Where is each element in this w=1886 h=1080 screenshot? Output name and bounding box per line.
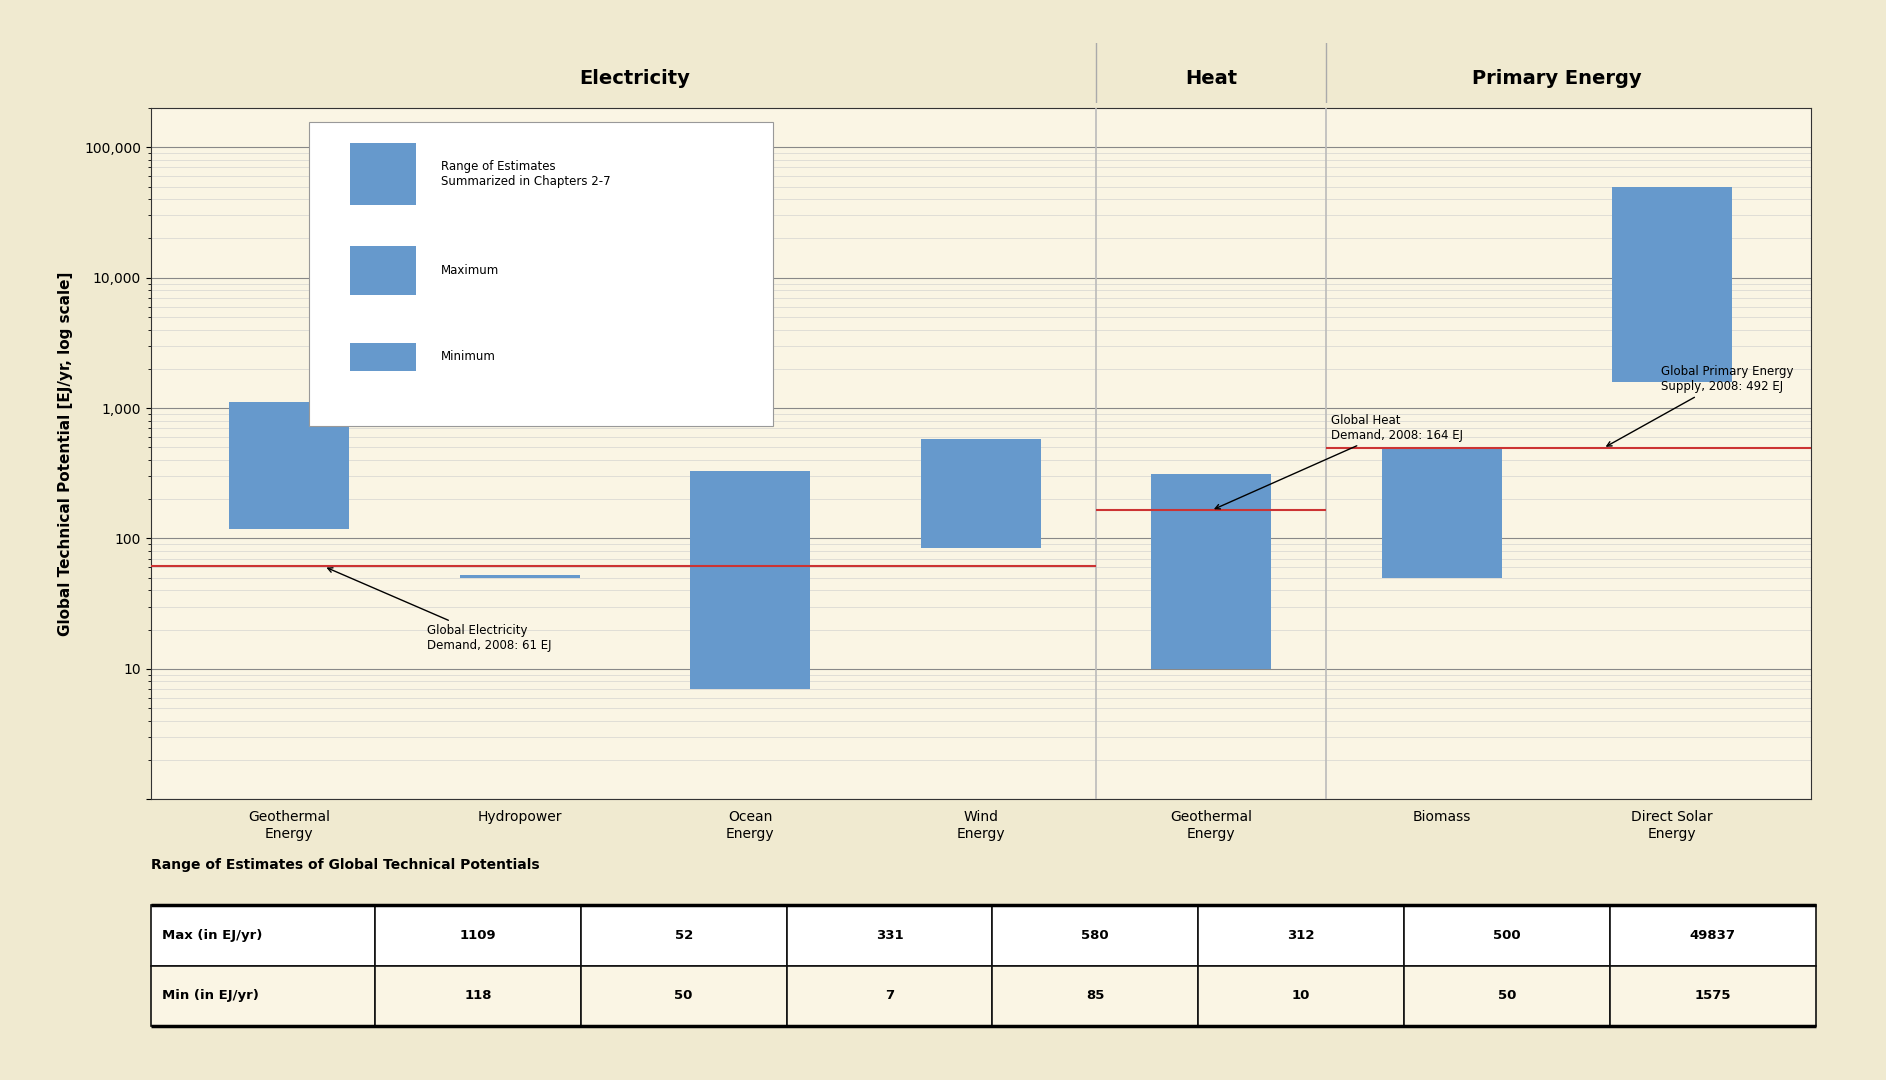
Bar [230, 402, 349, 529]
Bar [1150, 474, 1271, 669]
Bar [1611, 905, 1816, 966]
Bar [1382, 447, 1501, 578]
Bar [992, 966, 1198, 1026]
Text: Max (in EJ/yr): Max (in EJ/yr) [162, 929, 262, 942]
Bar [581, 966, 786, 1026]
Text: Maximum: Maximum [441, 264, 500, 276]
Y-axis label: Global Technical Potential [EJ/yr, log scale]: Global Technical Potential [EJ/yr, log s… [58, 271, 74, 636]
Text: 118: 118 [464, 989, 492, 1002]
Bar [1611, 966, 1816, 1026]
Bar [351, 143, 417, 205]
Text: Global Heat
Demand, 2008: 164 EJ: Global Heat Demand, 2008: 164 EJ [1215, 414, 1464, 509]
Bar [1403, 966, 1611, 1026]
Bar [786, 966, 992, 1026]
Text: Primary Energy: Primary Energy [1473, 69, 1643, 89]
Text: Range of Estimates of Global Technical Potentials: Range of Estimates of Global Technical P… [151, 859, 539, 873]
Bar [375, 966, 581, 1026]
Text: Global Primary Energy
Supply, 2008: 492 EJ: Global Primary Energy Supply, 2008: 492 … [1607, 365, 1794, 446]
Text: 1109: 1109 [460, 929, 496, 942]
Text: 85: 85 [1086, 989, 1105, 1002]
FancyBboxPatch shape [309, 122, 773, 426]
Bar [460, 576, 579, 578]
Bar [1198, 966, 1403, 1026]
Bar [690, 471, 811, 689]
Text: 50: 50 [675, 989, 692, 1002]
Bar [1403, 905, 1611, 966]
Text: Global Electricity
Demand, 2008: 61 EJ: Global Electricity Demand, 2008: 61 EJ [328, 568, 553, 652]
Text: 52: 52 [675, 929, 692, 942]
Text: Range of Estimates
Summarized in Chapters 2-7: Range of Estimates Summarized in Chapter… [441, 160, 611, 188]
Bar [920, 438, 1041, 548]
Text: 580: 580 [1081, 929, 1109, 942]
Bar [581, 905, 786, 966]
Bar [351, 343, 417, 370]
Text: 50: 50 [1497, 989, 1516, 1002]
Text: 49837: 49837 [1690, 929, 1735, 942]
Bar [351, 246, 417, 295]
Bar [151, 966, 375, 1026]
Bar [151, 905, 375, 966]
Text: Min (in EJ/yr): Min (in EJ/yr) [162, 989, 260, 1002]
Text: 500: 500 [1494, 929, 1520, 942]
Text: 7: 7 [885, 989, 894, 1002]
Bar [375, 905, 581, 966]
Text: Electricity: Electricity [579, 69, 690, 89]
Bar [1198, 905, 1403, 966]
Bar [1613, 187, 1731, 382]
Bar [992, 905, 1198, 966]
Text: 331: 331 [875, 929, 903, 942]
Bar [786, 905, 992, 966]
Text: 1575: 1575 [1694, 989, 1731, 1002]
Text: Heat: Heat [1184, 69, 1237, 89]
Text: Minimum: Minimum [441, 350, 496, 363]
Text: 312: 312 [1288, 929, 1315, 942]
Text: 10: 10 [1292, 989, 1311, 1002]
